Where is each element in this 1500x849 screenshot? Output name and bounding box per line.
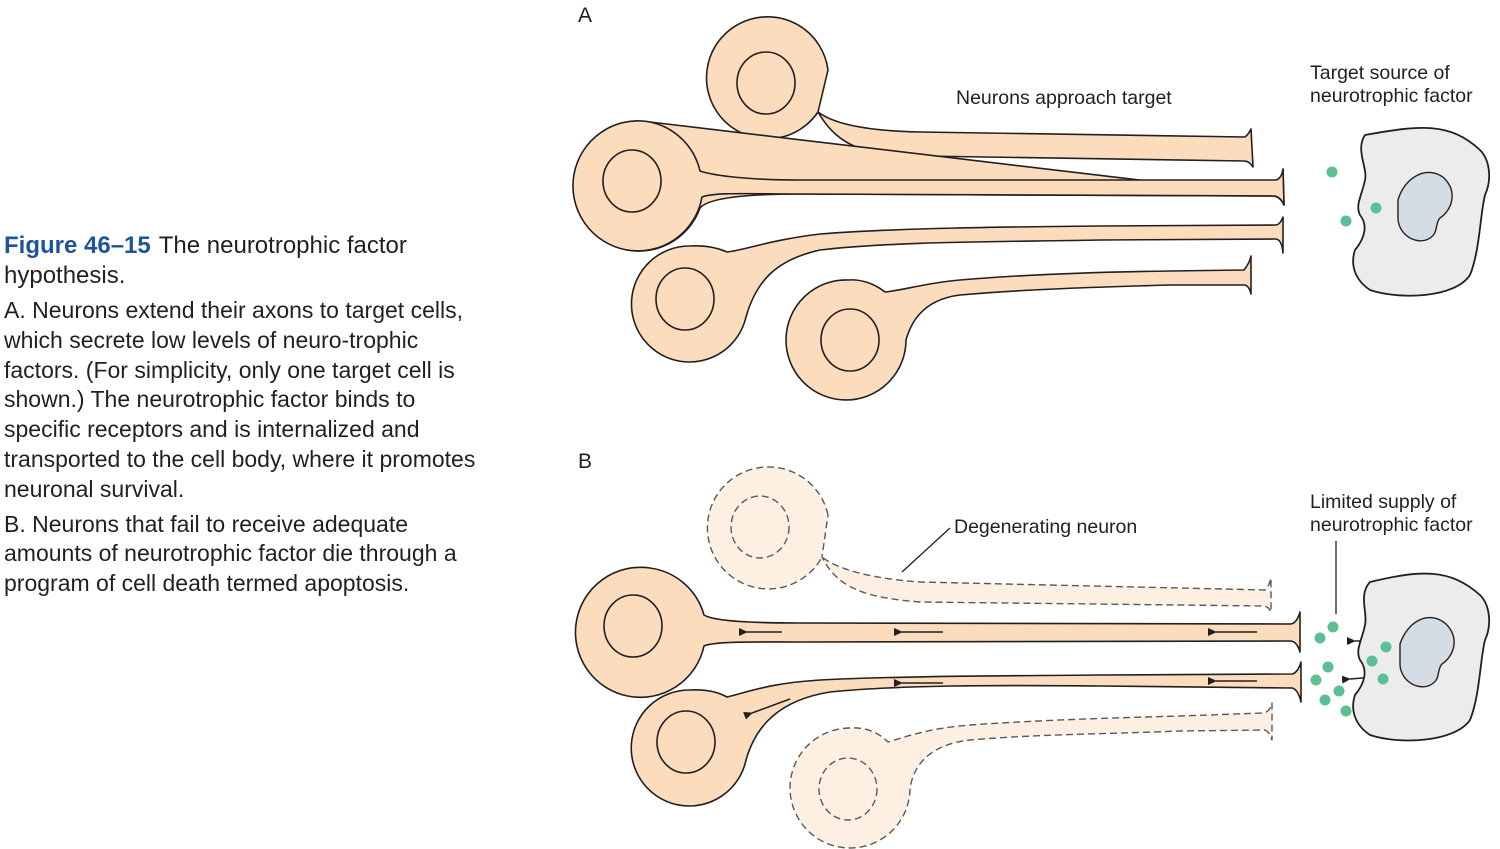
label-degenerating: Degenerating neuron xyxy=(954,516,1137,538)
degenerating-neuron-top xyxy=(706,466,1272,613)
label-supply-line1: Limited supply of xyxy=(1310,491,1457,513)
figure-caption: Figure 46–15 The neurotrophic factor hypo… xyxy=(4,231,496,604)
caption-paragraph-b: B. Neurons that fail to receive adequate… xyxy=(4,510,457,597)
transport-arrows xyxy=(739,628,1376,720)
neuron-a3 xyxy=(630,216,1284,363)
label-target-line1: Target source of xyxy=(1310,62,1450,84)
label-supply-line2: neurotrophic factor xyxy=(1310,514,1473,536)
leader-lines xyxy=(901,527,1337,614)
label-neurons-approach: Neurons approach target xyxy=(956,87,1172,109)
neuron-a1 xyxy=(705,16,1254,168)
figure-title: The neurotrophic factor hypothesis. xyxy=(4,232,407,289)
target-cell-a xyxy=(1352,126,1491,297)
label-target-line2: neurotrophic factor xyxy=(1310,85,1473,107)
neuron-a4 xyxy=(785,255,1252,401)
caption-paragraph-a: A. Neurons extend their axons to target … xyxy=(4,297,476,502)
factor-dots-a xyxy=(1326,166,1382,227)
figure-label: Figure 46–15 xyxy=(4,232,151,259)
panel-b-letter: B xyxy=(578,450,592,473)
degenerating-neuron-bottom xyxy=(789,702,1273,849)
neuron-a2 xyxy=(572,120,1285,252)
panel-a-letter: A xyxy=(578,4,592,27)
surviving-neuron-2 xyxy=(630,661,1302,807)
caption-heading: Figure 46–15 The neurotrophic factor hypo… xyxy=(4,231,496,291)
target-cell-b xyxy=(1352,572,1491,742)
factor-dots-b xyxy=(1310,621,1392,717)
